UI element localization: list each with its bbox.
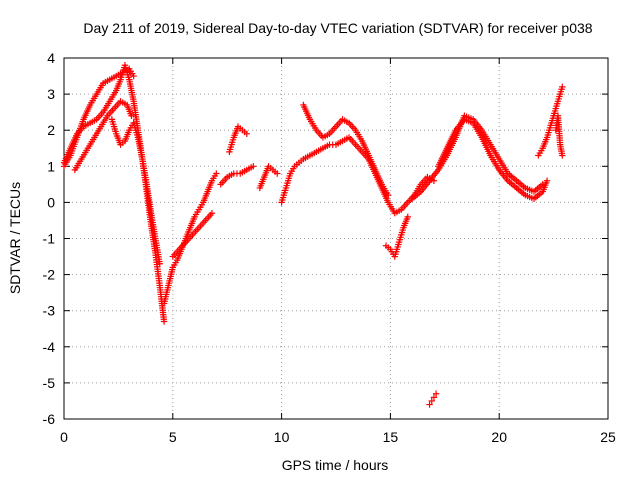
data-point	[430, 394, 438, 401]
data-point	[274, 170, 281, 177]
data-point	[130, 72, 137, 80]
data-points	[60, 62, 566, 408]
y-tick-label: 1	[47, 158, 55, 174]
data-point	[559, 83, 566, 91]
data-point	[156, 260, 163, 267]
x-tick-label: 25	[600, 429, 616, 445]
x-axis: 0 5 10 15 20 25	[60, 58, 616, 445]
y-tick-label: -1	[43, 231, 56, 247]
grid	[64, 58, 608, 419]
data-point	[128, 112, 135, 119]
y-tick-label: 3	[47, 86, 55, 102]
y-tick-label: -2	[43, 267, 56, 283]
data-point	[559, 152, 566, 159]
x-tick-label: 20	[491, 429, 507, 445]
data-point	[208, 210, 216, 217]
y-tick-label: -3	[43, 303, 56, 319]
data-point	[432, 390, 440, 397]
y-tick-label: -5	[43, 375, 56, 391]
x-axis-label: GPS time / hours	[282, 457, 389, 473]
data-point	[250, 163, 257, 170]
data-point	[404, 213, 412, 221]
y-tick-label: -6	[43, 411, 56, 427]
x-tick-label: 10	[274, 429, 290, 445]
y-tick-label: 0	[47, 194, 55, 210]
y-axis-label: SDTVAR / TECUs	[7, 182, 23, 294]
data-point	[426, 401, 433, 408]
data-point	[385, 191, 392, 199]
y-axis: -6 -5 -4 -3 -2 -1 0 1 2 3 4	[43, 50, 608, 427]
y-tick-label: -4	[43, 339, 56, 355]
x-tick-label: 5	[169, 429, 177, 445]
x-tick-label: 15	[383, 429, 399, 445]
data-point	[428, 397, 435, 405]
data-point	[213, 170, 220, 177]
data-point	[243, 130, 250, 138]
chart-title: Day 211 of 2019, Sidereal Day-to-day VTE…	[83, 20, 592, 36]
y-tick-label: 4	[47, 50, 55, 66]
x-tick-label: 0	[60, 429, 68, 445]
y-tick-label: 2	[47, 122, 55, 138]
data-point	[160, 318, 168, 325]
data-point	[543, 177, 551, 184]
